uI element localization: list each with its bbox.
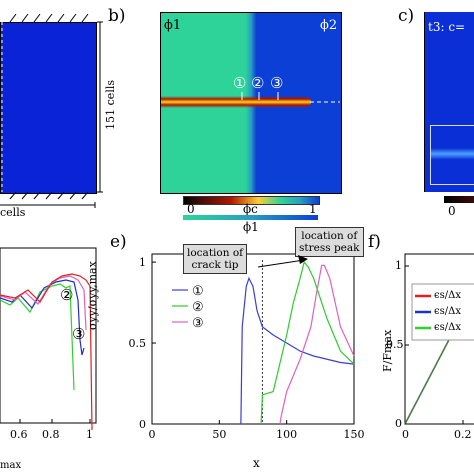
series-line-2 [260,260,355,425]
colorbar-b [183,196,320,205]
panel-f-plot [404,253,474,425]
x-tick-label-1: 50 [212,428,226,441]
panel-c-label: c) [398,6,415,26]
panel-f-ytick-05: 0.5 [386,338,404,351]
colorbar-title: ϕ1 [243,220,259,234]
x-tick-label-0: 0 [149,428,156,441]
panel-f-ytick-1: 1 [395,259,402,272]
panel-c-colorbar-tick: 0 [448,204,456,218]
panel-b-overlay [241,92,340,103]
panel-a-annotations [0,13,103,208]
panel-d-xlabel: max [0,460,22,471]
panel-d-plot [0,247,97,431]
panel-d-xtick-0: 0.6 [10,428,28,441]
chart-xlabel: x [253,456,260,470]
marker-1: ① [233,74,247,92]
legend-entry-2: ϵs/Δx [434,306,461,317]
panel-f-ytick-0: 0 [395,417,402,430]
panel-b-label: b) [108,6,126,26]
domain-rect [0,22,97,194]
width-label: cells [0,206,26,219]
legend-label-3: ③ [192,316,204,331]
height-label: 151 cells [104,80,117,130]
y-tick-label-0: 0 [139,418,146,431]
legend-label-2: ② [192,300,204,315]
chart-ylabel: σyy/σyy,max [86,261,99,330]
panel-d-marker-2: ② [60,286,74,304]
panel-f-xtick-0: 0 [402,428,409,441]
plot-frame [151,253,355,425]
y-tick-label-1: 0.5 [129,337,147,350]
colorbar-tick-1: 1 [309,202,317,216]
panel-e-label: e) [110,232,127,252]
marker-3: ③ [270,74,284,92]
stress-chart: ①②③ 0 50 100 150 0 0.5 1 [129,253,365,441]
x-tick-label-3: 150 [344,428,365,441]
crack-tip-annotation: location of crack tip [183,244,248,274]
legend-label-1: ① [192,284,204,299]
stress-peak-annotation: location of stress peak [295,227,364,257]
colorbar-tick-0: 0 [187,202,195,216]
panel-d-marker-3: ③ [72,325,86,343]
legend-entry-3: ϵs/Δx [434,322,461,333]
series-line-1 [240,276,355,425]
panel-d-xtick-1: 0.8 [42,428,60,441]
panel-c-inset [430,125,474,185]
panel-d-xtick-2: 1 [86,428,93,441]
y-tick-label-2: 1 [139,256,146,269]
panel-f-xtick-02: 0.2 [454,428,472,441]
annotation-arrow [257,255,308,268]
colorbar-strip-2 [183,215,318,220]
x-tick-label-2: 100 [276,428,297,441]
crack-band [161,96,311,108]
panel-f-label: f) [368,232,381,252]
phi-right-label: ϕ2 [320,18,338,33]
colorbar-tick-phic: ϕc [243,202,258,216]
panel-c-colorbar [444,196,474,203]
series-line-3 [279,264,355,425]
panel-c-title: t3: c= [428,20,466,34]
marker-2: ② [251,74,265,92]
phi-left-label: ϕ1 [164,18,182,33]
legend-entry-1: ϵs/Δx [434,290,461,301]
